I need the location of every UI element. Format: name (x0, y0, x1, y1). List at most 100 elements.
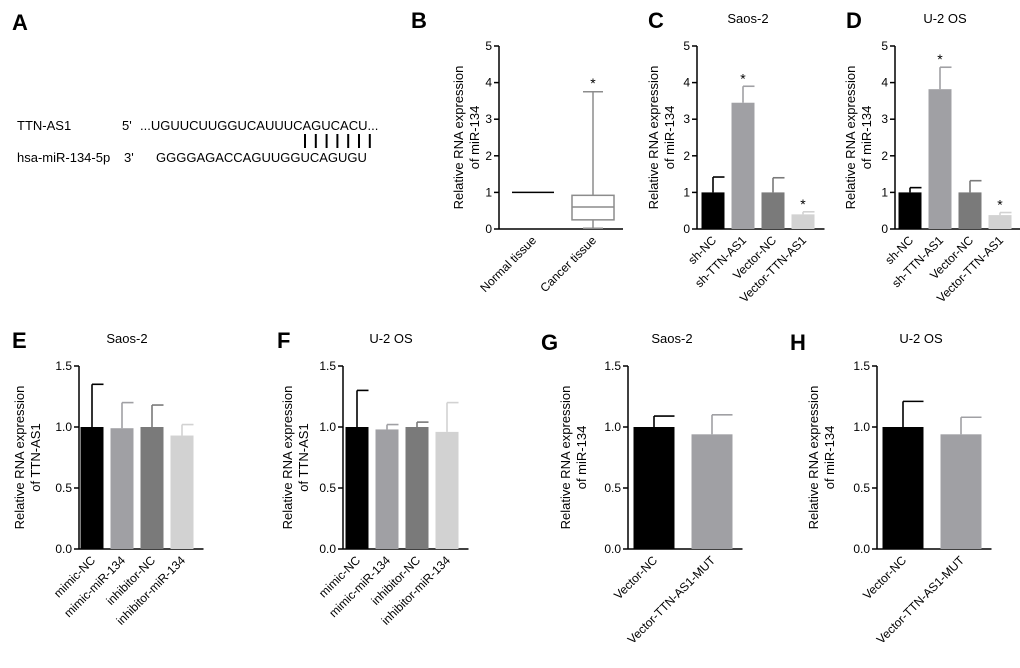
y-axis-label: Relative RNA expression (558, 386, 573, 530)
y-axis-label: of miR-134 (859, 106, 874, 170)
y-tick-label: 5 (881, 39, 888, 53)
chart-title: Saos-2 (651, 331, 692, 346)
bar (898, 192, 922, 229)
panel-letter-b: B (411, 8, 427, 33)
y-tick-label: 1.5 (604, 359, 621, 373)
y-tick-label: 0 (881, 222, 888, 236)
bar (701, 192, 725, 229)
x-tick-label: Normal tissue (477, 233, 539, 295)
bar (345, 427, 369, 549)
y-tick-label: 2 (881, 149, 888, 163)
significance-marker: * (997, 197, 1003, 213)
y-tick-label: 1.5 (55, 359, 72, 373)
chart-b: 0 1 2 3 4 5 Relative RNA expression of miR-134 N… (451, 39, 623, 295)
panel-letter-a: A (12, 10, 28, 35)
y-tick-label: 3 (881, 112, 888, 126)
panel-letter-e: E (12, 328, 27, 353)
bar (405, 427, 429, 549)
y-tick-label: 0 (683, 222, 690, 236)
y-tick-label: 0.5 (319, 481, 336, 495)
significance-marker: * (740, 70, 746, 86)
y-axis-label: of TTN-AS1 (296, 423, 311, 491)
chart-title: Saos-2 (727, 11, 768, 26)
y-tick-label: 1.0 (604, 420, 621, 434)
bar (940, 434, 982, 549)
x-tick-label: Vector-NC (611, 553, 660, 602)
panel-letter-g: G (541, 330, 558, 355)
bar (988, 215, 1012, 229)
y-axis-label: of miR-134 (467, 106, 482, 170)
chart-title: U-2 OS (923, 11, 967, 26)
chart-title: U-2 OS (369, 331, 413, 346)
ttn-as1-end-label: 5' (122, 118, 132, 133)
bar (731, 102, 755, 229)
bar (761, 192, 785, 229)
y-axis-label: Relative RNA expression (843, 66, 858, 210)
x-tick-label: Vector-NC (860, 553, 909, 602)
y-tick-label: 0.5 (55, 481, 72, 495)
mir-134-sequence: GGGGAGACCAGUUGGUCAGUGU (156, 150, 367, 165)
significance-marker: * (800, 196, 806, 212)
bar (80, 427, 104, 549)
bar (140, 427, 164, 549)
bar (435, 431, 459, 549)
y-tick-label: 1.0 (319, 420, 336, 434)
chart-d: U-2 OS 0 1 2 3 4 5 Relative RNA expression of mi… (843, 11, 1020, 305)
x-tick-label: Cancer tissue (537, 233, 599, 295)
y-axis-label: Relative RNA expression (12, 386, 27, 530)
y-tick-label: 0.0 (604, 542, 621, 556)
y-tick-label: 1 (683, 185, 690, 199)
y-tick-label: 0.0 (853, 542, 870, 556)
chart-title: U-2 OS (899, 331, 943, 346)
bar (958, 192, 982, 229)
mir-134-end-label: 3' (124, 150, 134, 165)
y-tick-label: 4 (881, 76, 888, 90)
y-tick-label: 1 (881, 185, 888, 199)
mir-134-name: hsa-miR-134-5p (17, 150, 110, 165)
y-tick-label: 1.0 (55, 420, 72, 434)
panel-letter-h: H (790, 330, 806, 355)
y-tick-label: 3 (485, 112, 492, 126)
y-tick-label: 5 (485, 39, 492, 53)
bar (375, 429, 399, 549)
y-axis-label: of TTN-AS1 (28, 423, 43, 491)
y-tick-label: 0 (485, 222, 492, 236)
bar (928, 89, 952, 229)
bar (170, 435, 194, 549)
significance-marker: * (590, 75, 596, 91)
y-tick-label: 1.0 (853, 420, 870, 434)
panel-letter-d: D (846, 8, 862, 33)
y-tick-label: 4 (485, 76, 492, 90)
chart-h: U-2 OS 0.0 0.5 1.0 1.5 Relative RNA expressio… (806, 331, 992, 647)
chart-title: Saos-2 (106, 331, 147, 346)
y-axis-label: of miR-134 (574, 426, 589, 490)
panel-letter-f: F (277, 328, 290, 353)
ttn-as1-name: TTN-AS1 (17, 118, 71, 133)
panel-letter-c: C (648, 8, 664, 33)
chart-g: Saos-2 0.0 0.5 1.0 1.5 Relative RNA expressio… (558, 331, 743, 647)
y-axis-label: Relative RNA expression (806, 386, 821, 530)
bar (691, 434, 733, 549)
y-tick-label: 2 (683, 149, 690, 163)
y-tick-label: 0.5 (853, 481, 870, 495)
ttn-as1-sequence: ...UGUUCUUGGUCAUUUCAGUCACU... (140, 118, 378, 133)
y-tick-label: 4 (683, 76, 690, 90)
y-tick-label: 0.5 (604, 481, 621, 495)
y-tick-label: 0.0 (319, 542, 336, 556)
y-tick-label: 1.5 (319, 359, 336, 373)
significance-marker: * (937, 51, 943, 67)
y-axis-label: Relative RNA expression (646, 66, 661, 210)
bar (633, 427, 675, 549)
y-axis-label: Relative RNA expression (280, 386, 295, 530)
bar (110, 428, 134, 549)
y-tick-label: 1.5 (853, 359, 870, 373)
y-axis-label: of miR-134 (822, 426, 837, 490)
y-tick-label: 2 (485, 149, 492, 163)
y-axis-label: of miR-134 (662, 106, 677, 170)
chart-e: Saos-2 0.0 0.5 1.0 1.5 Relative RNA expressio… (12, 331, 204, 628)
y-tick-label: 1 (485, 185, 492, 199)
y-tick-label: 5 (683, 39, 690, 53)
y-tick-label: 0.0 (55, 542, 72, 556)
